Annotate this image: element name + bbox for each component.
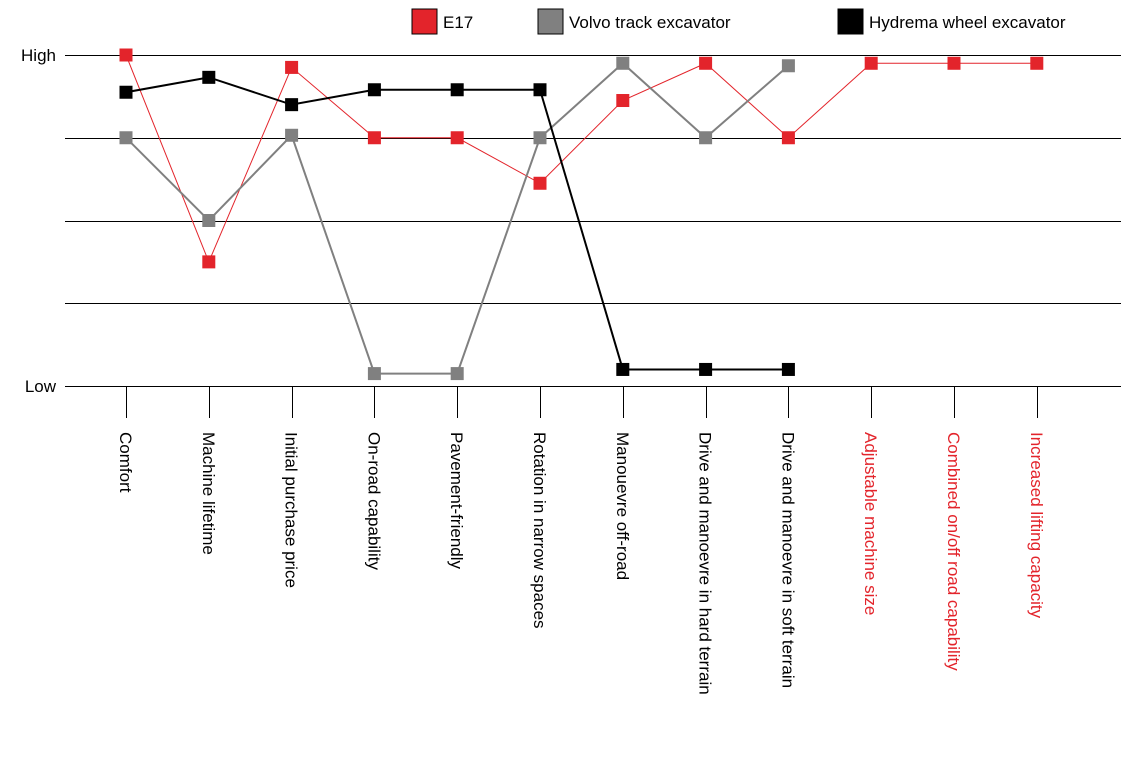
x-tick-label: Adjustable machine size xyxy=(861,432,880,615)
x-tick-label: Increased lifting capacity xyxy=(1027,432,1046,619)
y-tick-label-low: Low xyxy=(25,377,57,396)
x-axis: Comfort Machine lifetime Initial purchase … xyxy=(116,386,1046,695)
data-point-marker xyxy=(781,59,795,73)
data-point-marker xyxy=(202,214,216,227)
data-point-marker xyxy=(202,255,216,269)
data-point-marker xyxy=(119,85,133,99)
data-point-marker xyxy=(699,362,713,376)
x-tick-label: Initial purchase price xyxy=(282,432,301,588)
data-point-marker xyxy=(285,98,299,112)
x-tick-label: Machine lifetime xyxy=(199,432,218,555)
data-point-marker xyxy=(947,56,961,70)
x-tick-label: Rotation in narrow spaces xyxy=(530,432,549,629)
x-tick-label: Drive and manoevre in hard terrain xyxy=(696,432,715,695)
x-tick-label: Pavement-friendly xyxy=(447,432,466,570)
data-point-marker xyxy=(781,131,795,145)
series-line-1 xyxy=(125,61,790,375)
data-point-marker xyxy=(533,83,547,97)
grid-lines xyxy=(65,55,1121,387)
data-point-marker xyxy=(533,176,547,190)
data-point-marker xyxy=(616,362,630,376)
data-point-marker xyxy=(367,83,381,97)
series-lines xyxy=(125,54,1037,375)
data-point-marker xyxy=(450,131,464,145)
data-point-marker xyxy=(699,131,713,145)
x-tick-label: On-road capability xyxy=(364,432,383,570)
data-point-marker xyxy=(533,131,547,145)
data-point-marker xyxy=(616,56,630,70)
data-point-marker xyxy=(119,48,133,62)
data-point-marker xyxy=(699,56,713,70)
legend-swatch xyxy=(537,8,564,35)
x-tick-label: Manouevre off-road xyxy=(613,432,632,580)
legend-swatch xyxy=(837,8,864,35)
data-point-marker xyxy=(285,60,299,74)
data-point-marker xyxy=(367,131,381,145)
legend-swatch xyxy=(411,8,438,35)
data-point-marker xyxy=(781,362,795,376)
x-tick-label: Comfort xyxy=(116,432,135,493)
legend: E17 Volvo track excavator Hydrema wheel ex… xyxy=(411,8,1066,35)
data-point-marker xyxy=(202,70,216,84)
y-axis: High Low xyxy=(21,46,57,396)
x-tick-label: Drive and manoevre in soft terrain xyxy=(778,432,797,688)
data-point-marker xyxy=(616,94,630,108)
data-point-marker xyxy=(450,83,464,97)
data-point-marker xyxy=(367,367,381,381)
y-tick-label-high: High xyxy=(21,46,56,65)
data-point-marker xyxy=(285,128,299,142)
data-point-marker xyxy=(864,56,878,70)
data-point-marker xyxy=(119,131,133,145)
data-point-marker xyxy=(450,367,464,381)
series-markers xyxy=(119,48,1044,381)
legend-label: Volvo track excavator xyxy=(569,13,731,32)
legend-label: Hydrema wheel excavator xyxy=(869,13,1066,32)
legend-label: E17 xyxy=(443,13,473,32)
x-tick-label: Combined on/off road capability xyxy=(944,432,963,671)
data-point-marker xyxy=(1030,56,1044,70)
